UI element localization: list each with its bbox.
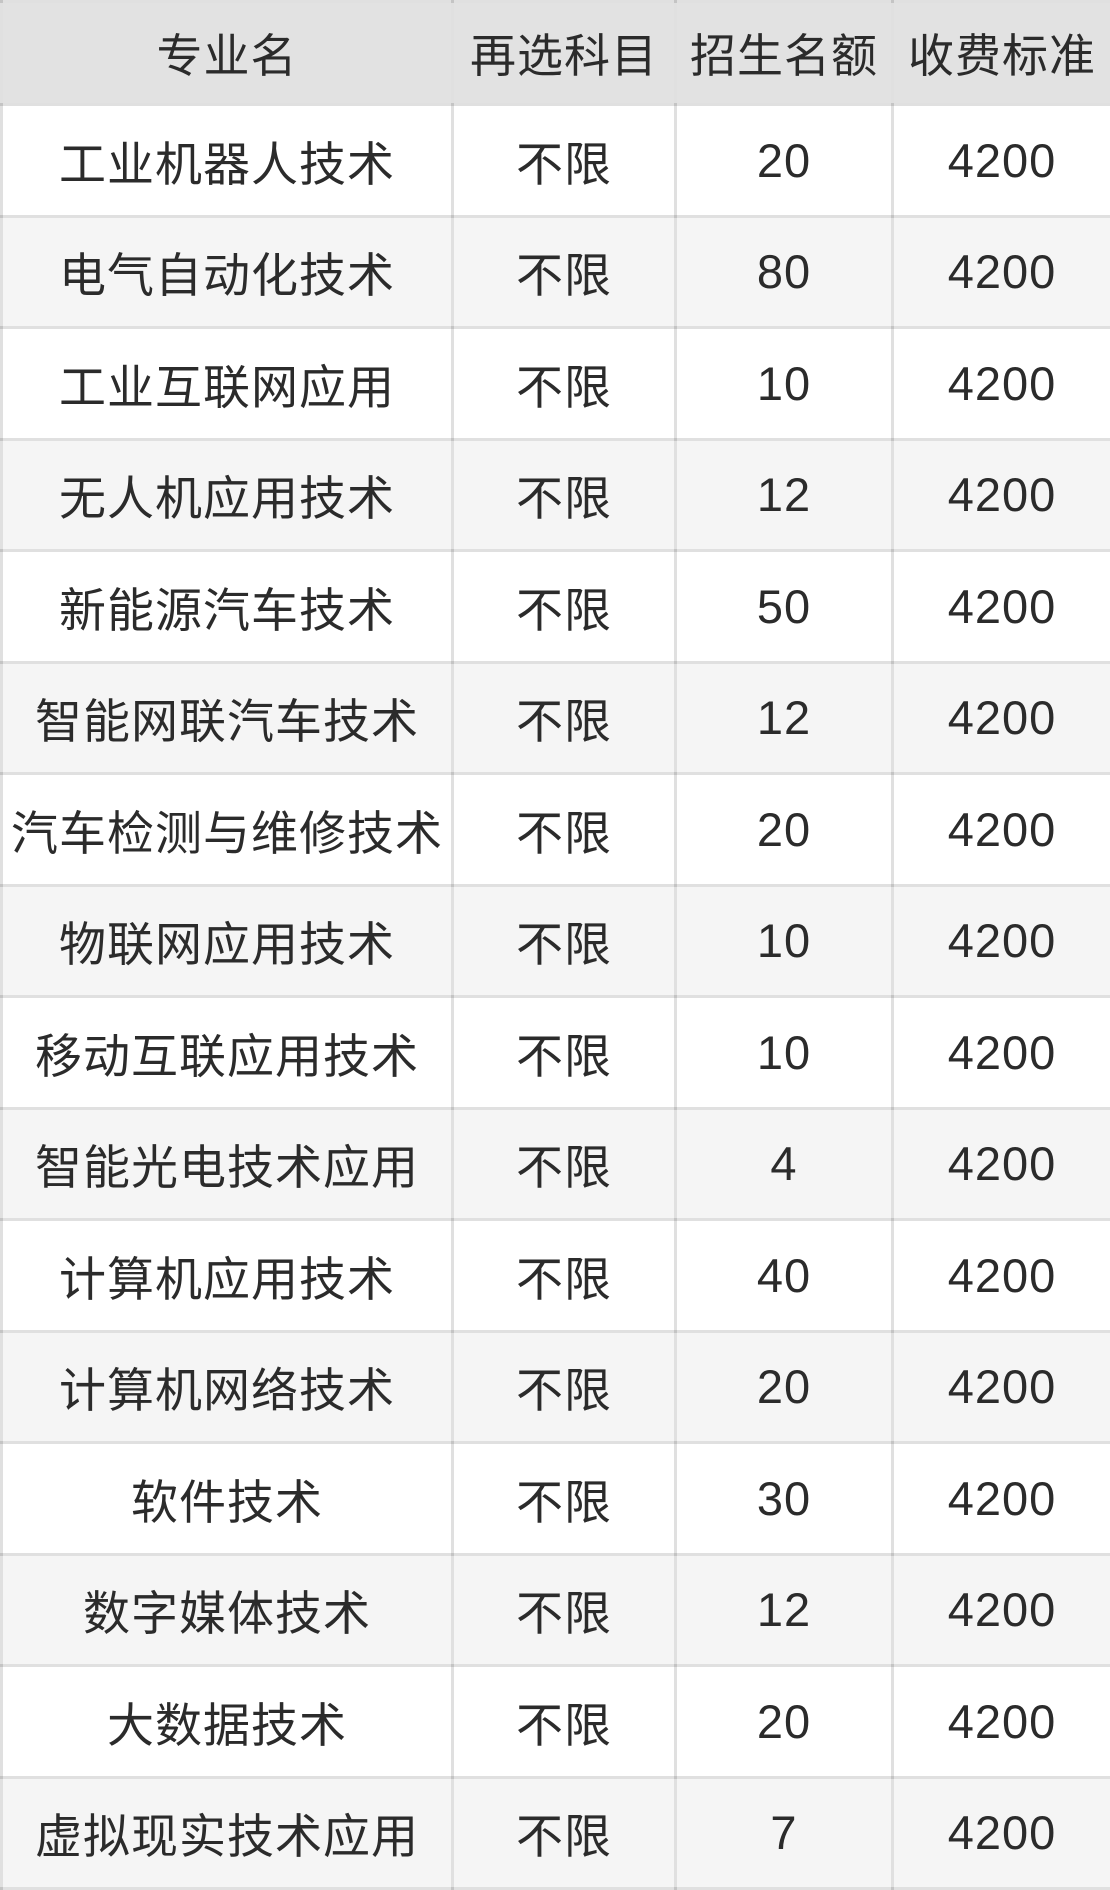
cell-subjects: 不限 [451,1552,677,1667]
cell-subjects: 不限 [451,1664,677,1779]
table-row: 工业互联网应用 不限 10 4200 [0,326,1110,441]
cell-fee: 4200 [891,1441,1110,1556]
cell-fee: 4200 [891,1106,1110,1221]
cell-quota: 80 [674,214,894,329]
cell-subjects: 不限 [451,1218,677,1333]
cell-subjects: 不限 [451,772,677,887]
table-row: 新能源汽车技术 不限 50 4200 [0,549,1110,664]
cell-major: 电气自动化技术 [0,214,454,329]
cell-fee: 4200 [891,549,1110,664]
table-row: 物联网应用技术 不限 10 4200 [0,883,1110,998]
cell-quota: 12 [674,660,894,775]
cell-quota: 20 [674,103,894,218]
cell-major: 智能光电技术应用 [0,1106,454,1221]
cell-subjects: 不限 [451,103,677,218]
cell-subjects: 不限 [451,549,677,664]
cell-subjects: 不限 [451,214,677,329]
table-header-row: 专业名 再选科目 招生名额 收费标准 [0,0,1110,106]
cell-fee: 4200 [891,326,1110,441]
cell-major: 计算机应用技术 [0,1218,454,1333]
cell-major: 物联网应用技术 [0,883,454,998]
cell-major: 计算机网络技术 [0,1329,454,1444]
cell-quota: 10 [674,326,894,441]
cell-quota: 20 [674,1664,894,1779]
cell-quota: 4 [674,1106,894,1221]
table-row: 虚拟现实技术应用 不限 7 4200 [0,1775,1110,1890]
cell-quota: 30 [674,1441,894,1556]
cell-quota: 50 [674,549,894,664]
cell-subjects: 不限 [451,995,677,1110]
cell-major: 智能网联汽车技术 [0,660,454,775]
cell-fee: 4200 [891,883,1110,998]
table-row: 智能网联汽车技术 不限 12 4200 [0,660,1110,775]
cell-major: 汽车检测与维修技术 [0,772,454,887]
cell-subjects: 不限 [451,437,677,552]
cell-major: 无人机应用技术 [0,437,454,552]
cell-quota: 10 [674,883,894,998]
table-row: 工业机器人技术 不限 20 4200 [0,103,1110,218]
cell-major: 大数据技术 [0,1664,454,1779]
cell-major: 数字媒体技术 [0,1552,454,1667]
cell-fee: 4200 [891,214,1110,329]
cell-subjects: 不限 [451,326,677,441]
table-row: 电气自动化技术 不限 80 4200 [0,214,1110,329]
cell-fee: 4200 [891,437,1110,552]
cell-fee: 4200 [891,1218,1110,1333]
cell-fee: 4200 [891,103,1110,218]
column-header-quota: 招生名额 [674,0,894,106]
table-row: 智能光电技术应用 不限 4 4200 [0,1106,1110,1221]
cell-fee: 4200 [891,772,1110,887]
cell-fee: 4200 [891,1552,1110,1667]
cell-fee: 4200 [891,1664,1110,1779]
cell-major: 移动互联应用技术 [0,995,454,1110]
cell-quota: 10 [674,995,894,1110]
cell-quota: 20 [674,772,894,887]
table-row: 汽车检测与维修技术 不限 20 4200 [0,772,1110,887]
table-row: 计算机网络技术 不限 20 4200 [0,1329,1110,1444]
cell-major: 软件技术 [0,1441,454,1556]
table-row: 数字媒体技术 不限 12 4200 [0,1552,1110,1667]
cell-subjects: 不限 [451,883,677,998]
table-row: 无人机应用技术 不限 12 4200 [0,437,1110,552]
cell-fee: 4200 [891,1329,1110,1444]
cell-quota: 20 [674,1329,894,1444]
cell-major: 工业机器人技术 [0,103,454,218]
cell-fee: 4200 [891,995,1110,1110]
cell-subjects: 不限 [451,660,677,775]
table-row: 移动互联应用技术 不限 10 4200 [0,995,1110,1110]
column-header-fee: 收费标准 [891,0,1110,106]
cell-quota: 40 [674,1218,894,1333]
table-row: 大数据技术 不限 20 4200 [0,1664,1110,1779]
cell-major: 新能源汽车技术 [0,549,454,664]
column-header-subjects: 再选科目 [451,0,677,106]
cell-subjects: 不限 [451,1775,677,1890]
cell-subjects: 不限 [451,1106,677,1221]
cell-subjects: 不限 [451,1441,677,1556]
cell-major: 虚拟现实技术应用 [0,1775,454,1890]
cell-quota: 7 [674,1775,894,1890]
cell-major: 工业互联网应用 [0,326,454,441]
table-row: 计算机应用技术 不限 40 4200 [0,1218,1110,1333]
column-header-major: 专业名 [0,0,454,106]
table-row: 软件技术 不限 30 4200 [0,1441,1110,1556]
cell-quota: 12 [674,1552,894,1667]
cell-fee: 4200 [891,1775,1110,1890]
cell-subjects: 不限 [451,1329,677,1444]
cell-fee: 4200 [891,660,1110,775]
cell-quota: 12 [674,437,894,552]
